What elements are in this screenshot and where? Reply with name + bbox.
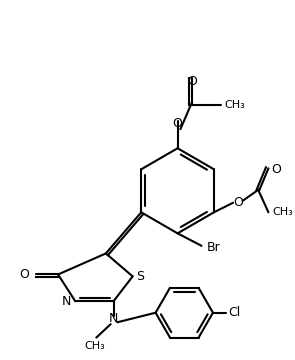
Text: CH₃: CH₃ bbox=[84, 341, 105, 351]
Text: Br: Br bbox=[206, 241, 220, 254]
Text: O: O bbox=[271, 163, 281, 176]
Text: N: N bbox=[62, 295, 71, 308]
Text: O: O bbox=[19, 268, 30, 281]
Text: N: N bbox=[109, 312, 118, 325]
Text: O: O bbox=[173, 117, 183, 130]
Text: O: O bbox=[187, 75, 197, 88]
Text: Cl: Cl bbox=[228, 306, 240, 319]
Text: CH₃: CH₃ bbox=[224, 100, 245, 110]
Text: CH₃: CH₃ bbox=[272, 207, 293, 217]
Text: S: S bbox=[137, 270, 145, 283]
Text: O: O bbox=[233, 196, 243, 209]
